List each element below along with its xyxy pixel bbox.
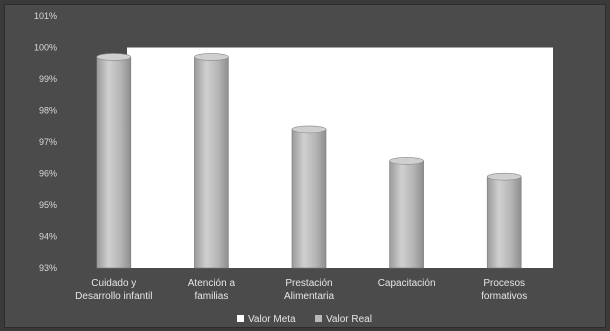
category-label: Cuidado y — [91, 278, 136, 289]
chart-frame: 93% 94% 95% 96% 97% 98% 99% 100% 101% Cuidado y D… — [4, 4, 606, 328]
category-label: Desarrollo infantil — [75, 291, 152, 302]
y-tick-label: 99% — [39, 74, 57, 84]
category-label: Capacitación — [378, 278, 436, 289]
bar-top — [96, 53, 132, 61]
valor-real-bar — [486, 172, 522, 269]
valor-real-bar — [194, 53, 229, 269]
legend: Valor Meta Valor Real — [237, 314, 372, 325]
valor-real-bar — [389, 157, 424, 269]
legend-item: Valor Real — [315, 314, 372, 325]
legend-label: Valor Real — [326, 314, 372, 325]
bar-body — [486, 176, 522, 269]
valor-real-bar — [291, 125, 327, 269]
category-label: Atención a — [188, 278, 236, 289]
y-tick-label: 97% — [39, 137, 57, 147]
bar-body — [291, 129, 327, 269]
y-tick-label: 96% — [39, 169, 57, 179]
bar-top — [486, 172, 522, 181]
y-tick-label: 94% — [39, 232, 57, 242]
x-axis: Cuidado y Desarrollo infantil Atención a fa… — [75, 278, 527, 302]
y-tick-label: 95% — [39, 200, 57, 210]
y-tick-label: 101% — [34, 11, 57, 21]
bar-chart: 93% 94% 95% 96% 97% 98% 99% 100% 101% Cuidado y D… — [34, 11, 553, 325]
bars — [96, 53, 522, 269]
category-label: formativos — [481, 291, 527, 302]
bar-body — [194, 56, 229, 269]
category-label: Prestación — [285, 278, 332, 289]
category-label: Alimentaria — [284, 291, 334, 302]
legend-item: Valor Meta — [237, 314, 296, 325]
bar-body — [389, 160, 424, 269]
y-tick-label: 93% — [39, 263, 57, 273]
y-tick-label: 100% — [34, 43, 57, 53]
bar-top — [291, 125, 327, 134]
legend-label: Valor Meta — [248, 314, 296, 325]
legend-swatch — [237, 315, 244, 322]
y-tick-label: 98% — [39, 106, 57, 116]
legend-swatch — [315, 315, 322, 322]
bar-top — [194, 53, 229, 61]
category-label: Procesos — [483, 278, 525, 289]
bar-body — [96, 56, 132, 269]
valor-real-bar — [96, 53, 132, 269]
y-axis: 93% 94% 95% 96% 97% 98% 99% 100% 101% — [34, 11, 57, 273]
category-label: familias — [194, 291, 228, 302]
bar-top — [389, 157, 424, 165]
